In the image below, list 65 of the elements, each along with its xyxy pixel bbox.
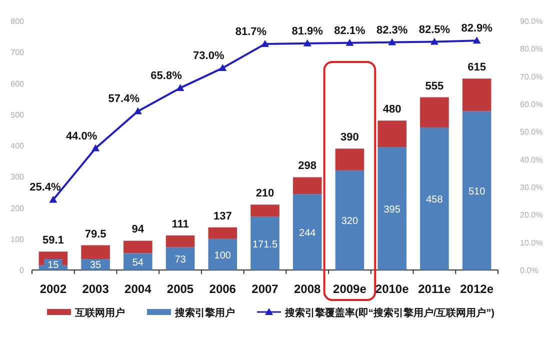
total-label: 390 [340, 132, 359, 144]
y2-tick-label: 30.0% [520, 183, 543, 192]
y-tick-label: 800 [10, 17, 25, 26]
x-tick-label: 2006 [209, 282, 236, 296]
data-label: 510 [468, 186, 486, 198]
x-tick-label: 2008 [294, 282, 322, 296]
y-tick-label: 200 [10, 204, 25, 213]
data-label: 73.0% [193, 50, 224, 62]
y2-tick-label: 20.0% [520, 210, 543, 220]
y2-tick-label: 50.0% [520, 128, 543, 137]
data-label: 82.1% [334, 24, 366, 37]
data-label: 82.9% [461, 22, 493, 35]
y2-tick-label: 70.0% [520, 72, 543, 82]
data-label: 171.5 [252, 239, 278, 250]
y2-tick-label: 10.0% [520, 238, 543, 248]
x-tick-label: 2009e [333, 282, 367, 296]
x-tick-label: 2010e [375, 282, 410, 296]
legend-label: 搜索引擎覆盖率(即“搜索引擎用户/互联网用户”) [284, 307, 494, 319]
x-tick-label: 2012e [460, 282, 494, 296]
total-label: 137 [213, 210, 232, 222]
data-label: 81.7% [235, 26, 267, 38]
y-tick-label: 300 [10, 172, 25, 182]
data-label: 395 [384, 204, 401, 216]
data-label: 73 [174, 254, 186, 266]
data-label: 82.3% [376, 24, 408, 36]
data-label: 54 [132, 258, 144, 269]
data-label: 44.0% [66, 130, 98, 142]
y2-tick-label: 80.0% [520, 44, 543, 54]
y-tick-label: 0 [20, 266, 25, 275]
y-tick-label: 500 [10, 110, 25, 120]
legend-label: 互联网用户 [74, 307, 125, 319]
y2-tick-label: 40.0% [520, 155, 543, 164]
total-label: 298 [298, 160, 317, 172]
data-label: 100 [214, 250, 232, 262]
total-label: 59.1 [42, 234, 64, 247]
data-label: 81.9% [292, 25, 324, 38]
legend-label: 搜索引擎用户 [174, 307, 235, 319]
data-label: 82.5% [418, 24, 450, 36]
data-label: 320 [341, 216, 359, 228]
x-tick-label: 2011e [418, 282, 452, 296]
y-tick-label: 600 [10, 79, 25, 88]
data-label: 65.8% [150, 70, 182, 82]
y-tick-label: 700 [10, 48, 25, 58]
total-label: 480 [382, 104, 402, 116]
y2-tick-label: 60.0% [520, 100, 543, 109]
data-label: 25.4% [30, 182, 61, 194]
y-tick-label: 100 [10, 234, 25, 244]
data-label: 57.4% [108, 93, 140, 106]
data-label: 458 [426, 194, 444, 206]
x-tick-label: 2002 [40, 282, 67, 296]
total-label: 615 [468, 62, 486, 74]
total-label: 210 [256, 188, 274, 200]
total-label: 79.5 [84, 228, 106, 240]
total-label: 111 [172, 218, 189, 230]
x-tick-label: 2007 [252, 282, 279, 296]
data-label: 35 [90, 260, 102, 271]
total-label: 94 [132, 224, 145, 236]
data-label: 244 [299, 228, 316, 240]
x-tick-label: 2003 [82, 282, 110, 296]
x-tick-label: 2004 [124, 282, 152, 296]
total-label: 555 [425, 80, 444, 92]
y2-tick-label: 0.0% [520, 266, 538, 275]
y-tick-label: 400 [10, 142, 25, 150]
y2-tick-label: 90.0% [520, 17, 543, 26]
x-tick-label: 2005 [166, 282, 194, 296]
